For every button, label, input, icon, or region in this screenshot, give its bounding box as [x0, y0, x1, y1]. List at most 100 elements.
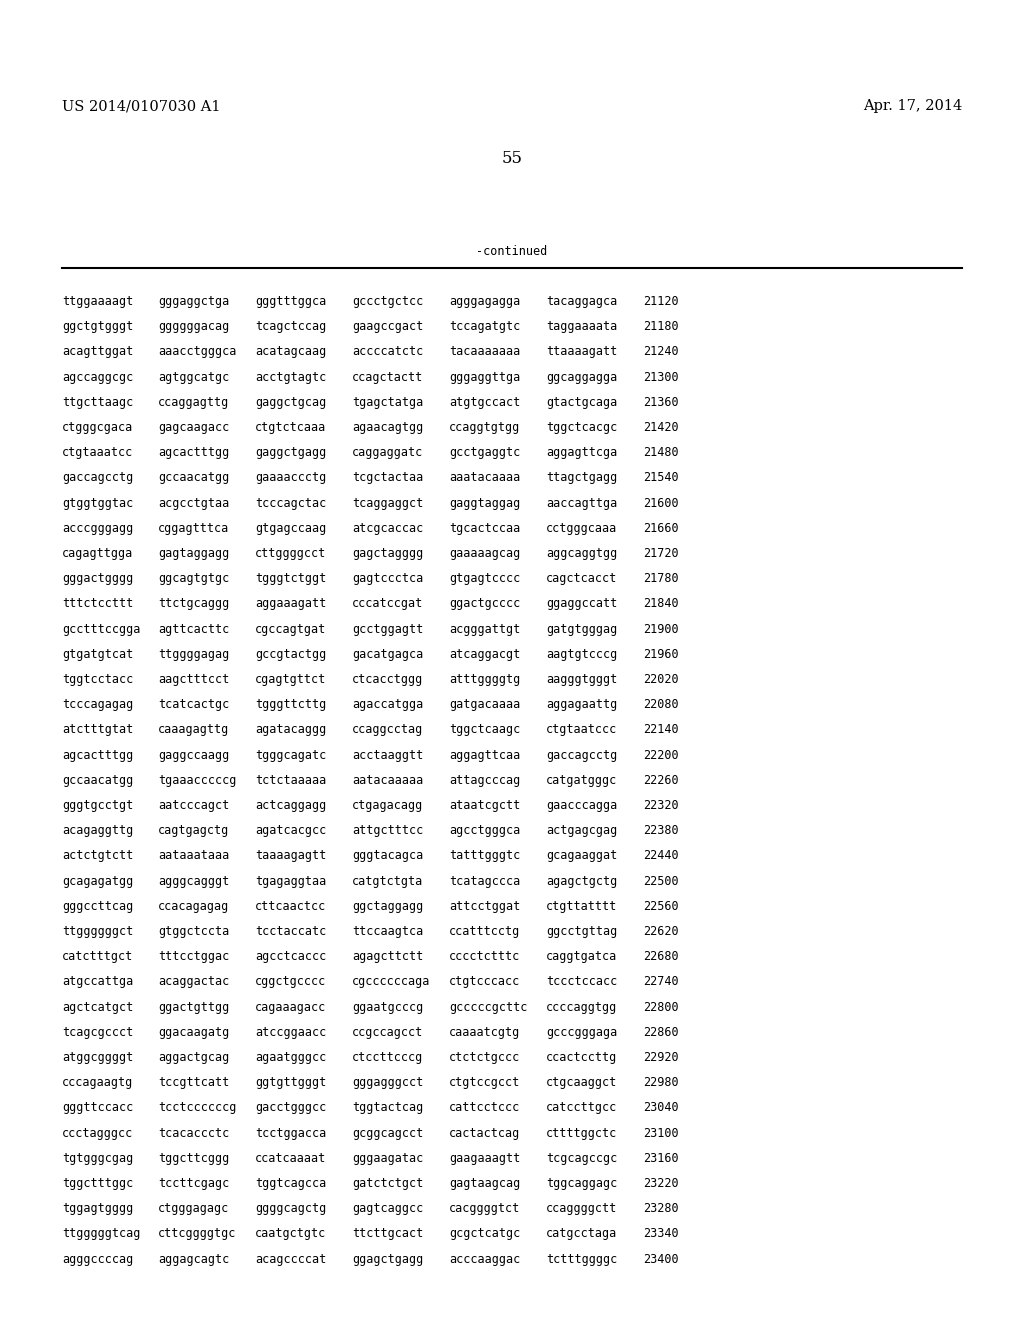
Text: tggctttggc: tggctttggc	[62, 1177, 133, 1191]
Text: ggcagtgtgc: ggcagtgtgc	[158, 572, 229, 585]
Text: cattcctccc: cattcctccc	[449, 1101, 520, 1114]
Text: 21120: 21120	[643, 294, 679, 308]
Text: ttaaaagatt: ttaaaagatt	[546, 346, 617, 359]
Text: tccctccacc: tccctccacc	[546, 975, 617, 989]
Text: tggctcacgc: tggctcacgc	[546, 421, 617, 434]
Text: acaggactac: acaggactac	[158, 975, 229, 989]
Text: agagcttctt: agagcttctt	[352, 950, 423, 964]
Text: cttcaactcc: cttcaactcc	[255, 900, 327, 913]
Text: tacaaaaaaa: tacaaaaaaa	[449, 346, 520, 359]
Text: atccggaacc: atccggaacc	[255, 1026, 327, 1039]
Text: cagctcacct: cagctcacct	[546, 572, 617, 585]
Text: gagctagggg: gagctagggg	[352, 546, 423, 560]
Text: tgggcagatc: tgggcagatc	[255, 748, 327, 762]
Text: 21300: 21300	[643, 371, 679, 384]
Text: acagaggttg: acagaggttg	[62, 824, 133, 837]
Text: tgcactccaa: tgcactccaa	[449, 521, 520, 535]
Text: atggcggggt: atggcggggt	[62, 1051, 133, 1064]
Text: cagagttgga: cagagttgga	[62, 546, 133, 560]
Text: tgtgggcgag: tgtgggcgag	[62, 1152, 133, 1164]
Text: 22080: 22080	[643, 698, 679, 711]
Text: agcactttgg: agcactttgg	[62, 748, 133, 762]
Text: ccaggcctag: ccaggcctag	[352, 723, 423, 737]
Text: cggagtttca: cggagtttca	[158, 521, 229, 535]
Text: caaagagttg: caaagagttg	[158, 723, 229, 737]
Text: ggctaggagg: ggctaggagg	[352, 900, 423, 913]
Text: ctgttatttt: ctgttatttt	[546, 900, 617, 913]
Text: tggctcaagc: tggctcaagc	[449, 723, 520, 737]
Text: gccaacatgg: gccaacatgg	[62, 774, 133, 787]
Text: ttcttgcact: ttcttgcact	[352, 1228, 423, 1241]
Text: tggagtgggg: tggagtgggg	[62, 1203, 133, 1216]
Text: tcccagctac: tcccagctac	[255, 496, 327, 510]
Text: gagtcaggcc: gagtcaggcc	[352, 1203, 423, 1216]
Text: tcccagagag: tcccagagag	[62, 698, 133, 711]
Text: 21840: 21840	[643, 598, 679, 610]
Text: gccctgctcc: gccctgctcc	[352, 294, 423, 308]
Text: 22380: 22380	[643, 824, 679, 837]
Text: ctgcaaggct: ctgcaaggct	[546, 1076, 617, 1089]
Text: 21900: 21900	[643, 623, 679, 636]
Text: aaacctgggca: aaacctgggca	[158, 346, 237, 359]
Text: agagctgctg: agagctgctg	[546, 875, 617, 887]
Text: ggactgttgg: ggactgttgg	[158, 1001, 229, 1014]
Text: ggctgtgggt: ggctgtgggt	[62, 321, 133, 333]
Text: 22200: 22200	[643, 748, 679, 762]
Text: aagctttcct: aagctttcct	[158, 673, 229, 686]
Text: ttggaaaagt: ttggaaaagt	[62, 294, 133, 308]
Text: 23400: 23400	[643, 1253, 679, 1266]
Text: 21480: 21480	[643, 446, 679, 459]
Text: 21780: 21780	[643, 572, 679, 585]
Text: attcctggat: attcctggat	[449, 900, 520, 913]
Text: gggagggcct: gggagggcct	[352, 1076, 423, 1089]
Text: cactactcag: cactactcag	[449, 1126, 520, 1139]
Text: gacatgagca: gacatgagca	[352, 648, 423, 661]
Text: aataaataaa: aataaataaa	[158, 849, 229, 862]
Text: ccacagagag: ccacagagag	[158, 900, 229, 913]
Text: 22260: 22260	[643, 774, 679, 787]
Text: ccaggtgtgg: ccaggtgtgg	[449, 421, 520, 434]
Text: cccatccgat: cccatccgat	[352, 598, 423, 610]
Text: gaccagcctg: gaccagcctg	[62, 471, 133, 484]
Text: aggcaggtgg: aggcaggtgg	[546, 546, 617, 560]
Text: tcctaccatc: tcctaccatc	[255, 925, 327, 939]
Text: aaatacaaaa: aaatacaaaa	[449, 471, 520, 484]
Text: 22560: 22560	[643, 900, 679, 913]
Text: 22140: 22140	[643, 723, 679, 737]
Text: tgagctatga: tgagctatga	[352, 396, 423, 409]
Text: gaaaaagcag: gaaaaagcag	[449, 546, 520, 560]
Text: tggtcagcca: tggtcagcca	[255, 1177, 327, 1191]
Text: attgctttcc: attgctttcc	[352, 824, 423, 837]
Text: 22440: 22440	[643, 849, 679, 862]
Text: ggagctgagg: ggagctgagg	[352, 1253, 423, 1266]
Text: aagggtgggt: aagggtgggt	[546, 673, 617, 686]
Text: gagcaagacc: gagcaagacc	[158, 421, 229, 434]
Text: tttctccttt: tttctccttt	[62, 598, 133, 610]
Text: 22020: 22020	[643, 673, 679, 686]
Text: gcctggagtt: gcctggagtt	[352, 623, 423, 636]
Text: ctgtaaatcc: ctgtaaatcc	[62, 446, 133, 459]
Text: gtgagtcccc: gtgagtcccc	[449, 572, 520, 585]
Text: agctcatgct: agctcatgct	[62, 1001, 133, 1014]
Text: aggagttcga: aggagttcga	[546, 446, 617, 459]
Text: 22920: 22920	[643, 1051, 679, 1064]
Text: 23340: 23340	[643, 1228, 679, 1241]
Text: agggagagga: agggagagga	[449, 294, 520, 308]
Text: tccgttcatt: tccgttcatt	[158, 1076, 229, 1089]
Text: cttcggggtgc: cttcggggtgc	[158, 1228, 237, 1241]
Text: caggaggatc: caggaggatc	[352, 446, 423, 459]
Text: ggggggacag: ggggggacag	[158, 321, 229, 333]
Text: gggaggttga: gggaggttga	[449, 371, 520, 384]
Text: ctgtctcaaa: ctgtctcaaa	[255, 421, 327, 434]
Text: atgtgccact: atgtgccact	[449, 396, 520, 409]
Text: ttagctgagg: ttagctgagg	[546, 471, 617, 484]
Text: aagtgtcccg: aagtgtcccg	[546, 648, 617, 661]
Text: cttggggcct: cttggggcct	[255, 546, 327, 560]
Text: tgggtctggt: tgggtctggt	[255, 572, 327, 585]
Text: ccatcaaaat: ccatcaaaat	[255, 1152, 327, 1164]
Text: ccatttcctg: ccatttcctg	[449, 925, 520, 939]
Text: accccatctc: accccatctc	[352, 346, 423, 359]
Text: cagtgagctg: cagtgagctg	[158, 824, 229, 837]
Text: tctctaaaaa: tctctaaaaa	[255, 774, 327, 787]
Text: tcgctactaa: tcgctactaa	[352, 471, 423, 484]
